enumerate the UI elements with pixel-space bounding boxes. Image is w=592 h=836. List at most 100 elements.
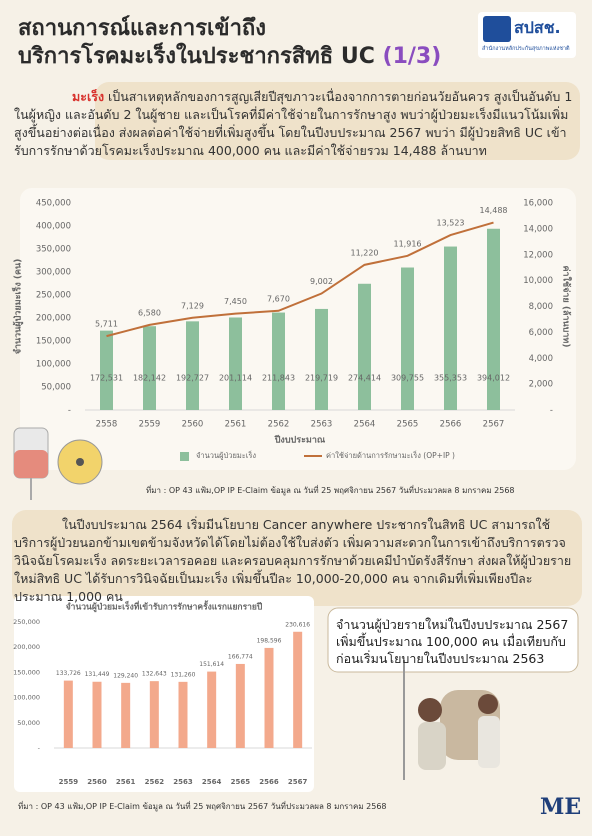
title-part: (1/3) xyxy=(382,44,442,69)
y2-tick-label: 4,000 xyxy=(529,354,553,364)
bar xyxy=(100,330,113,410)
y-tick-label: 250,000 xyxy=(13,618,40,626)
x-tick-label: 2559 xyxy=(139,420,161,430)
x-tick-label: 2567 xyxy=(483,420,505,430)
x-tick-label: 2560 xyxy=(182,420,204,430)
line-value-label: 7,670 xyxy=(267,294,290,303)
patient-illustration xyxy=(403,660,500,780)
x-tick-label: 2560 xyxy=(87,778,107,786)
y-tick-label: 150,000 xyxy=(36,337,71,347)
bar xyxy=(178,681,188,748)
intro-highlight: มะเร็ง xyxy=(72,89,105,104)
bar-value-label: 230,616 xyxy=(285,621,310,628)
bar xyxy=(229,317,242,410)
intro-box xyxy=(95,82,580,160)
bar-value-label: 131,449 xyxy=(85,671,110,678)
bar xyxy=(121,682,131,748)
title-main: บริการโรคมะเร็งในประชากรสิทธิ UC xyxy=(18,44,375,69)
iv-bag-icon xyxy=(13,427,49,500)
bar-value-label: 182,142 xyxy=(133,374,166,383)
line-value-label: 11,916 xyxy=(394,239,422,248)
x-tick-label: 2562 xyxy=(145,778,165,786)
y-tick-label: 400,000 xyxy=(36,222,71,232)
bar xyxy=(92,681,102,748)
x-tick-label: 2563 xyxy=(311,420,333,430)
y-tick-label: 200,000 xyxy=(13,643,40,651)
x-tick-label: 2563 xyxy=(173,778,193,786)
logo-caption: สำนักงานหลักประกันสุขภาพแห่งชาติ xyxy=(482,46,570,52)
y-tick-label: 150,000 xyxy=(13,668,40,676)
bar-value-label: 201,114 xyxy=(219,374,252,383)
y-tick-label: 50,000 xyxy=(41,383,71,393)
bar-value-label: 198,596 xyxy=(257,637,282,644)
x-tick-label: 2561 xyxy=(116,778,136,786)
bar xyxy=(235,663,245,748)
bar-value-label: 192,727 xyxy=(176,374,209,383)
bar-value-label: 219,719 xyxy=(305,374,338,383)
line-series xyxy=(106,221,494,338)
y-tick-label: 450,000 xyxy=(36,199,71,209)
x-tick-label: 2565 xyxy=(231,778,251,786)
radiation-icon xyxy=(57,439,103,485)
x-tick-label: 2567 xyxy=(288,778,308,786)
x-axis-label: ปีงบประมาณ xyxy=(274,435,326,446)
bar xyxy=(315,308,328,410)
bar-value-label: 309,755 xyxy=(391,374,424,383)
x-tick-label: 2561 xyxy=(225,420,247,430)
y-tick-label: 350,000 xyxy=(36,245,71,255)
callout-text: จำนวนผู้ป่วยรายใหม่ในปีงบประมาณ 2567 เพิ… xyxy=(336,617,569,666)
bar-value-label: 151,614 xyxy=(199,661,224,668)
bar-value-label: 133,726 xyxy=(56,670,81,677)
y2-tick-label: 2,000 xyxy=(529,380,553,390)
line-value-label: 11,220 xyxy=(351,248,379,257)
policy-text: ในปีงบประมาณ 2564 เริ่มมีนโยบาย Cancer a… xyxy=(14,517,572,604)
legend-label: จำนวนผู้ป่วยมะเร็ง xyxy=(196,450,256,460)
bar xyxy=(149,681,159,748)
intro-body: เป็นสาเหตุหลักของการสูญเสียปีสุขภาวะเนื่… xyxy=(14,89,573,158)
legend-swatch xyxy=(180,452,189,461)
bar xyxy=(143,326,156,410)
bar-value-label: 394,012 xyxy=(477,374,510,383)
bar xyxy=(401,267,414,410)
x-tick-label: 2566 xyxy=(440,420,462,430)
y2-tick-label: 14,000 xyxy=(523,224,553,234)
callout-box xyxy=(327,607,579,673)
x-tick-label: 2564 xyxy=(354,420,376,430)
y2-tick-label: 8,000 xyxy=(529,302,553,312)
line-value-label: 14,488 xyxy=(480,206,508,215)
bar xyxy=(487,228,500,410)
x-tick-label: 2564 xyxy=(202,778,222,786)
bar xyxy=(272,312,285,410)
x-tick-label: 2559 xyxy=(59,778,79,786)
footer-logo: ME xyxy=(540,794,582,820)
bar-value-label: 211,843 xyxy=(262,374,295,383)
source-note: ที่มา : OP 43 แฟ้ม,OP IP E-Claim ข้อมูล … xyxy=(18,802,387,811)
y2-tick-label: 16,000 xyxy=(523,199,553,209)
bar-value-label: 172,531 xyxy=(90,374,123,383)
x-tick-label: 2565 xyxy=(397,420,419,430)
line-value-label: 7,129 xyxy=(181,301,204,310)
y-tick-label: 200,000 xyxy=(36,314,71,324)
bar xyxy=(63,680,73,748)
x-tick-label: 2558 xyxy=(96,420,118,430)
line-value-label: 9,002 xyxy=(310,277,333,286)
bar xyxy=(264,647,274,748)
title-line2: บริการโรคมะเร็งในประชากรสิทธิ UC (1/3) xyxy=(18,38,441,73)
line-value-label: 7,450 xyxy=(224,297,247,306)
y-tick-label: - xyxy=(38,744,41,752)
y2-tick-label: 6,000 xyxy=(529,328,553,338)
bar xyxy=(186,321,199,410)
y-axis-label: จำนวนผู้ป่วยมะเร็ง (คน) xyxy=(11,259,24,355)
y2-axis-label: ค่าใช้จ่าย (ล้านบาท) xyxy=(561,266,573,348)
x-tick-label: 2562 xyxy=(268,420,290,430)
bar xyxy=(444,246,457,410)
y-tick-label: 300,000 xyxy=(36,268,71,278)
line-value-label: 5,711 xyxy=(95,320,118,329)
y2-tick-label: - xyxy=(550,406,553,416)
logo-icon xyxy=(483,16,511,42)
bar-value-label: 129,240 xyxy=(113,672,138,679)
bar-value-label: 274,414 xyxy=(348,374,381,383)
logo-text: สปสช. xyxy=(514,18,561,37)
y2-tick-label: 10,000 xyxy=(523,276,553,286)
